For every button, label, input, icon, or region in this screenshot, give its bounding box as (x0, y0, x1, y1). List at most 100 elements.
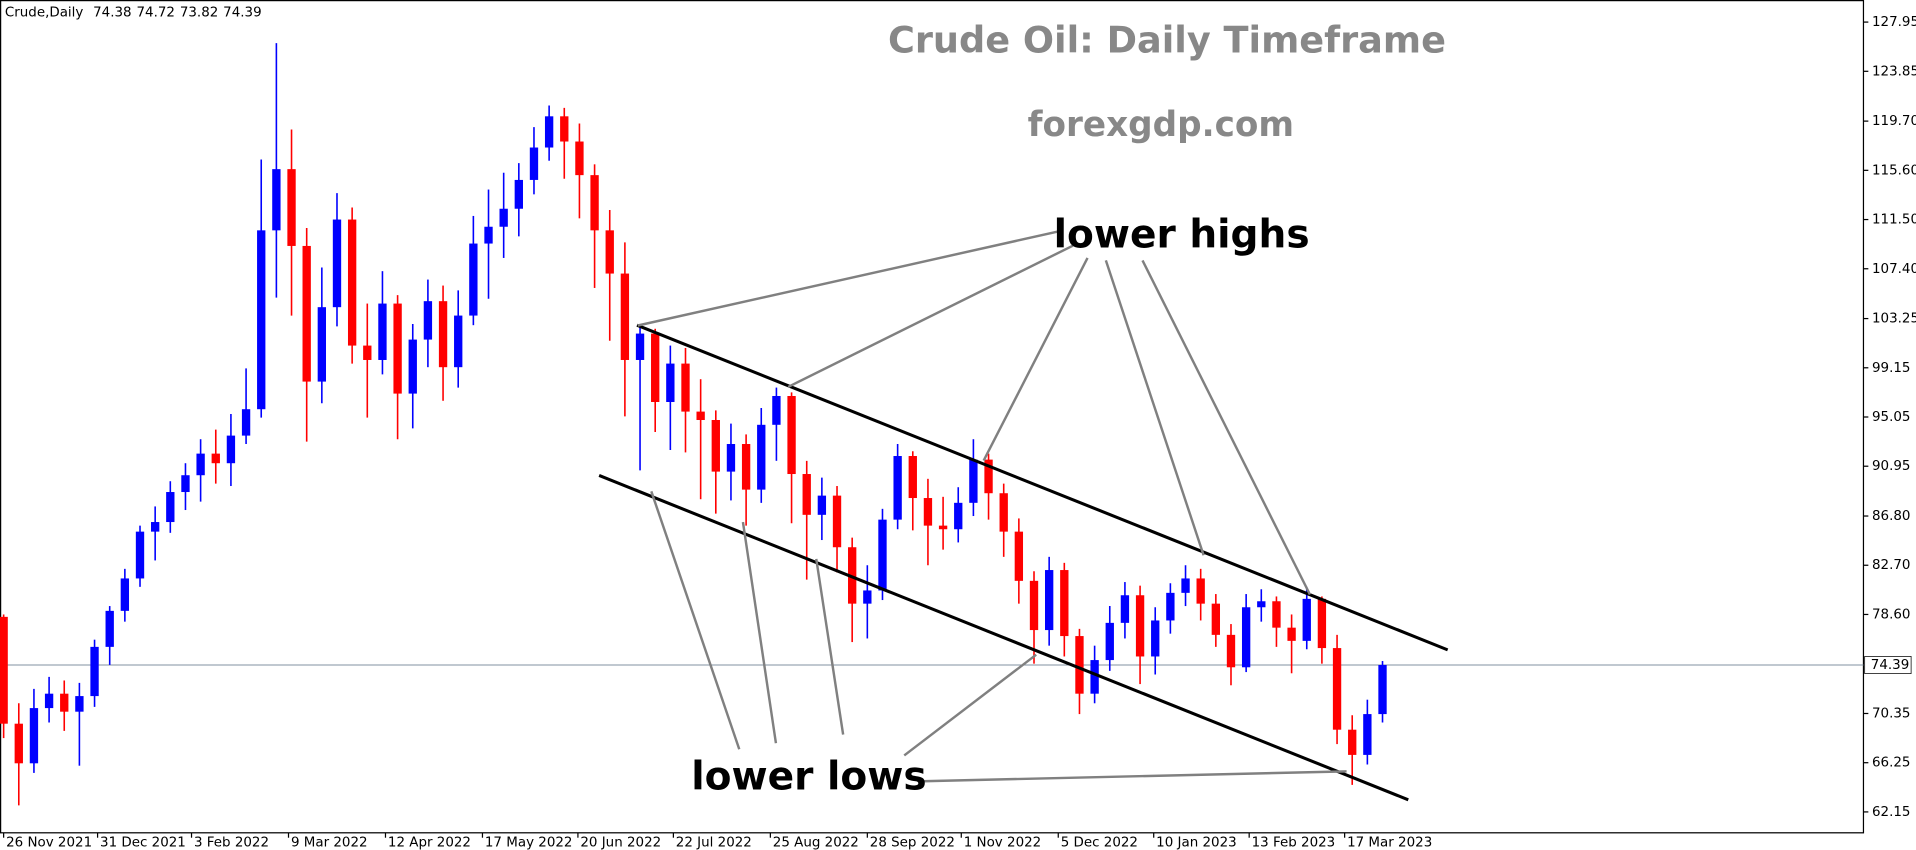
candle-body (590, 175, 599, 231)
candle-body (999, 493, 1008, 532)
candle-body (726, 444, 736, 472)
x-tick-label: 1 Nov 2022 (964, 835, 1042, 850)
candle-body (575, 141, 584, 176)
candle-body (560, 116, 569, 142)
x-tick-label: 5 Dec 2022 (1061, 835, 1138, 850)
y-tick-label: 127.95 (1872, 14, 1916, 30)
y-tick-label: 66.25 (1872, 755, 1910, 771)
pointer-line (787, 244, 1074, 389)
y-tick-label: 103.25 (1872, 311, 1916, 327)
candle-body (635, 333, 645, 360)
last-price-label: 74.39 (1871, 657, 1909, 673)
candle-body (393, 303, 402, 394)
candle-body (878, 519, 887, 591)
candle-body (544, 116, 554, 148)
candle-body (1105, 622, 1114, 661)
candle-body (363, 345, 372, 360)
candle-body (120, 578, 130, 611)
y-tick-label: 82.70 (1872, 557, 1910, 573)
candle-body (1257, 601, 1266, 608)
plot-frame (0, 0, 1865, 834)
candle-body (105, 610, 114, 647)
annotation-pointers (637, 229, 1347, 783)
candle-body (1181, 578, 1190, 593)
candle-body (938, 525, 948, 530)
candle-body (287, 169, 296, 246)
x-tick-label: 17 May 2022 (485, 835, 573, 850)
y-tick-label: 111.50 (1872, 212, 1916, 228)
chart-subtitle: forexgdp.com (1028, 105, 1294, 145)
candle-body (241, 409, 251, 436)
candle-body (863, 590, 872, 604)
x-tick-label: 13 Feb 2023 (1252, 835, 1336, 850)
candle-body (1302, 598, 1311, 641)
candle-body (817, 495, 827, 515)
y-tick-label: 86.80 (1872, 508, 1910, 524)
candle-body (378, 303, 387, 360)
y-tick-label: 90.95 (1872, 458, 1910, 474)
candle-body (29, 708, 39, 764)
candle-body (408, 339, 417, 394)
candle-body (317, 307, 327, 382)
candle-body (1135, 595, 1145, 657)
pointer-line (982, 257, 1089, 462)
candle-body (438, 301, 448, 368)
chart-title: Crude Oil: Daily Timeframe (888, 18, 1446, 61)
candle-body (1166, 592, 1175, 621)
candle-body (75, 696, 84, 712)
candle-body (681, 363, 690, 412)
candle-body (711, 420, 720, 472)
candle-body (923, 498, 933, 526)
candle-body (954, 502, 963, 530)
y-tick-label: 95.05 (1872, 409, 1910, 425)
candle-body (14, 723, 23, 764)
candle-body (226, 435, 236, 464)
x-tick-label: 22 Jul 2022 (676, 835, 752, 850)
candle-body (196, 453, 205, 476)
pointer-line (650, 490, 741, 750)
x-tick-label: 25 Aug 2022 (773, 835, 859, 850)
annotation: lower lows (691, 754, 926, 799)
candle-body (741, 444, 751, 490)
candle-body (257, 230, 266, 410)
x-tick-label: 10 Jan 2023 (1156, 835, 1237, 850)
x-tick-label: 9 Mar 2022 (291, 835, 368, 850)
trendline (598, 474, 1409, 802)
x-tick-label: 28 Sep 2022 (870, 835, 955, 850)
y-tick-label: 107.40 (1872, 261, 1916, 277)
candle-body (302, 245, 311, 382)
pointer-line (741, 521, 778, 744)
y-tick-label: 115.60 (1872, 162, 1916, 178)
candle-body (514, 179, 523, 209)
pointer-line (1104, 260, 1205, 556)
candle-body (347, 219, 357, 346)
pointer-line (1141, 259, 1312, 596)
candle-body (44, 693, 54, 709)
pointer-line (637, 229, 1061, 327)
candle-body (969, 459, 978, 503)
x-tick-label: 17 Mar 2023 (1347, 835, 1432, 850)
symbol: Crude,Daily (5, 4, 83, 20)
pointer-line (922, 770, 1347, 783)
candle-body (60, 693, 69, 712)
x-tick-label: 12 Apr 2022 (388, 835, 471, 850)
last-price-box (1864, 656, 1912, 674)
candle-body (666, 363, 675, 402)
candle-body (605, 230, 614, 274)
header-high: 74.72 (136, 4, 174, 20)
candle-body (1363, 714, 1372, 755)
candle-body (484, 226, 493, 244)
header-close: 74.39 (223, 4, 261, 20)
y-tick-label: 123.85 (1872, 63, 1916, 79)
candle-body (893, 456, 902, 520)
y-tick-label: 119.70 (1872, 113, 1916, 129)
trendline (636, 323, 1449, 652)
pointer-line (815, 558, 845, 735)
candle-body (454, 315, 463, 368)
candle-body (1272, 601, 1281, 628)
candle-body (651, 333, 660, 402)
candle-body (499, 208, 508, 227)
candle-body (1090, 660, 1099, 694)
header-low: 73.82 (180, 4, 218, 20)
